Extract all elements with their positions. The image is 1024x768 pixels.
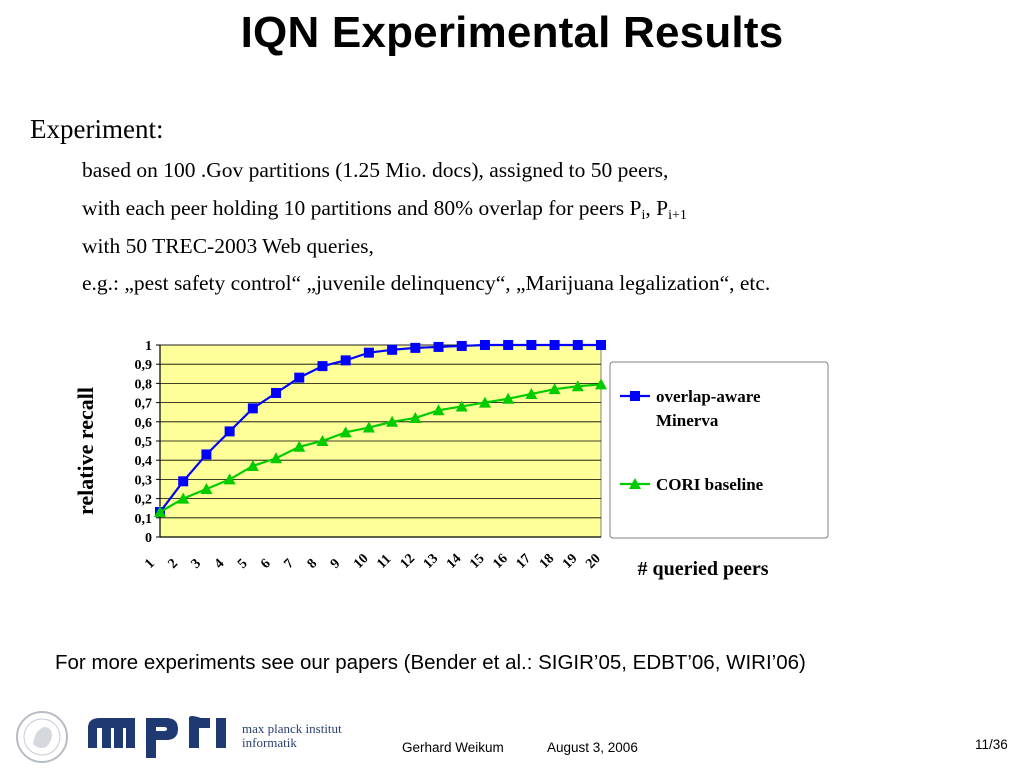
data-point-square	[596, 340, 606, 350]
x-tick-label: 4	[212, 556, 228, 572]
x-tick-label: 6	[258, 556, 274, 572]
data-point-triangle	[571, 380, 584, 392]
x-tick-label: 18	[537, 551, 558, 572]
presenter-name: Gerhard Weikum	[402, 740, 504, 755]
x-tick-label: 8	[305, 556, 321, 572]
logo-line-2: informatik	[242, 735, 297, 750]
x-tick-label: 1	[142, 556, 158, 572]
data-point-square	[178, 476, 189, 487]
x-tick-label: 15	[467, 551, 488, 572]
data-point-triangle	[339, 426, 352, 438]
experiment-line-queries: with 50 TREC-2003 Web queries,	[82, 234, 374, 258]
data-point-square	[387, 344, 398, 355]
data-point-triangle	[409, 411, 422, 423]
data-point-triangle	[548, 383, 561, 395]
data-point-triangle	[154, 506, 166, 518]
x-tick-label: 5	[235, 556, 251, 572]
data-point-triangle	[455, 400, 468, 412]
experiment-line-partitions: based on 100 .Gov partitions (1.25 Mio. …	[82, 158, 669, 182]
max-planck-seal-icon	[16, 711, 68, 763]
subscript-i: i	[641, 208, 646, 223]
data-point-square	[433, 341, 444, 352]
slide-number: 11/36	[975, 737, 1008, 752]
data-point-triangle	[595, 378, 607, 390]
data-point-square	[410, 342, 421, 353]
subscript-i-plus-1: i+1	[668, 208, 687, 223]
data-point-triangle	[270, 452, 283, 464]
data-point-square	[271, 388, 282, 398]
data-point-square	[363, 347, 374, 358]
experiment-line-examples: e.g.: „pest safety control“ „juvenile de…	[82, 271, 771, 295]
y-tick-label: 0,8	[135, 377, 153, 392]
data-point-triangle	[177, 492, 190, 504]
data-point-triangle	[223, 473, 236, 485]
y-tick-label: 0,6	[135, 416, 153, 431]
data-point-square	[224, 426, 235, 437]
y-tick-label: 0,2	[135, 493, 153, 508]
data-point-square	[549, 340, 560, 350]
x-tick-label: 16	[490, 551, 511, 572]
y-tick-label: 0	[145, 531, 152, 546]
legend-label-minerva-line2: Minerva	[656, 411, 719, 430]
x-tick-label: 13	[421, 551, 442, 572]
x-tick-label: 19	[560, 551, 581, 572]
y-axis-title: relative recall	[73, 387, 98, 515]
y-tick-label: 0,7	[135, 397, 153, 412]
mpi-logo-text: max planck institut informatik	[242, 722, 342, 750]
data-point-triangle	[386, 415, 399, 427]
legend-marker-square	[630, 391, 640, 401]
experiment-heading: Experiment:	[30, 114, 164, 144]
x-tick-label: 2	[165, 556, 181, 572]
data-point-triangle	[525, 387, 538, 399]
legend-box	[609, 361, 829, 539]
data-point-triangle	[502, 392, 515, 404]
data-point-triangle	[293, 440, 306, 452]
data-point-square	[247, 403, 258, 414]
logo-line-1: max planck institut	[242, 721, 342, 736]
y-tick-label: 0,5	[135, 435, 153, 450]
experiment-line-overlap: with each peer holding 10 partitions and…	[82, 196, 687, 223]
legend-label-minerva-line1: overlap-aware	[656, 387, 761, 406]
y-tick-label: 0,4	[135, 454, 153, 469]
x-axis-title: # queried peers	[637, 558, 768, 580]
data-point-square	[294, 372, 305, 383]
data-point-square	[503, 340, 514, 350]
data-point-triangle	[478, 396, 491, 408]
y-tick-label: 0,9	[135, 358, 153, 373]
x-tick-label: 11	[374, 552, 394, 572]
data-point-square	[526, 340, 537, 350]
x-tick-label: 17	[514, 551, 535, 572]
mpi-logo-icon	[88, 716, 226, 758]
data-point-square	[317, 361, 328, 372]
data-point-triangle	[246, 459, 259, 471]
data-point-triangle	[432, 404, 445, 416]
y-tick-label: 1	[145, 339, 152, 354]
data-point-triangle	[316, 435, 329, 446]
data-point-square	[572, 340, 583, 350]
legend-marker-triangle	[629, 478, 641, 489]
data-point-square	[456, 340, 467, 351]
x-tick-label: 20	[583, 551, 604, 572]
legend-label-cori: CORI baseline	[656, 475, 764, 494]
x-tick-label: 3	[189, 556, 205, 572]
x-tick-label: 10	[351, 551, 372, 572]
slide-title: IQN Experimental Results	[240, 8, 784, 57]
data-point-triangle	[362, 421, 375, 433]
x-tick-label: 12	[398, 551, 419, 572]
x-tick-label: 14	[444, 551, 465, 572]
y-tick-label: 0,1	[135, 512, 153, 527]
data-point-square	[201, 449, 212, 460]
data-point-square	[479, 340, 490, 350]
series-line-cori	[159, 383, 602, 513]
overlap-separator: , P	[645, 196, 669, 220]
data-point-triangle	[200, 483, 213, 494]
presentation-date: August 3, 2006	[547, 740, 638, 755]
x-tick-label: 7	[281, 556, 297, 572]
data-point-square	[340, 355, 351, 366]
y-tick-label: 0,3	[135, 473, 153, 488]
footer-note: For more experiments see our papers (Ben…	[55, 651, 806, 674]
x-tick-label: 9	[328, 556, 344, 572]
overlap-text: with each peer holding 10 partitions and…	[82, 196, 642, 220]
